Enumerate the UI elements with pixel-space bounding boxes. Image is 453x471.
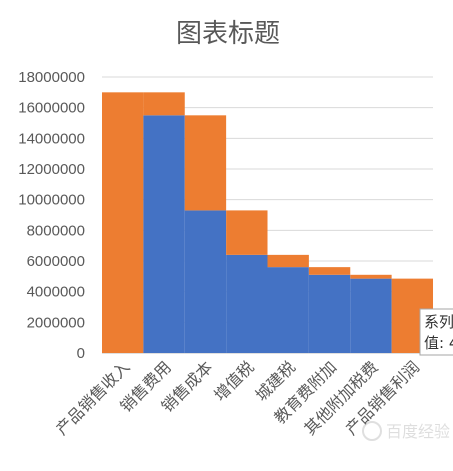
bar-series1-3[interactable] xyxy=(184,210,227,353)
y-tick-label: 6000000 xyxy=(27,253,85,270)
watermark-logo: 百度经验 xyxy=(362,421,450,441)
y-tick-label: 18000000 xyxy=(18,69,85,86)
tooltip-box xyxy=(419,308,453,356)
bars xyxy=(102,92,434,353)
bar-series2-6[interactable] xyxy=(308,267,351,275)
y-tick-label: 12000000 xyxy=(18,161,85,178)
bar-series2-7[interactable] xyxy=(350,274,392,279)
y-axis-ticks: 0 2000000 4000000 6000000 8000000 10000000 120… xyxy=(18,69,85,362)
y-tick-label: 0 xyxy=(77,345,85,362)
y-tick-label: 14000000 xyxy=(18,130,85,147)
bar-series2-1[interactable] xyxy=(102,92,144,353)
y-tick-label: 10000000 xyxy=(18,192,85,209)
data-tooltip: 系列 值: 4 xyxy=(419,308,453,356)
tooltip-value-label: 值: 4 xyxy=(424,334,453,352)
bar-series1-7[interactable] xyxy=(350,278,392,353)
svg-text:百度经验: 百度经验 xyxy=(386,422,450,441)
x-tick-label: 增值税 xyxy=(210,357,257,404)
y-tick-label: 16000000 xyxy=(18,100,85,117)
chart-title: 图表标题 xyxy=(176,19,280,49)
bar-series1-6[interactable] xyxy=(308,274,351,353)
bar-series1-2[interactable] xyxy=(143,115,185,353)
bar-series2-5[interactable] xyxy=(267,254,309,268)
bar-series2-4[interactable] xyxy=(226,210,268,255)
tooltip-series-label: 系列 xyxy=(424,313,453,331)
y-tick-label: 4000000 xyxy=(27,284,85,301)
bar-series2-3[interactable] xyxy=(184,115,227,211)
bar-series1-5[interactable] xyxy=(267,267,309,353)
bar-series1-4[interactable] xyxy=(226,254,268,353)
y-tick-label: 8000000 xyxy=(27,222,85,239)
y-tick-label: 2000000 xyxy=(27,314,85,331)
bar-series2-2[interactable] xyxy=(143,92,185,116)
